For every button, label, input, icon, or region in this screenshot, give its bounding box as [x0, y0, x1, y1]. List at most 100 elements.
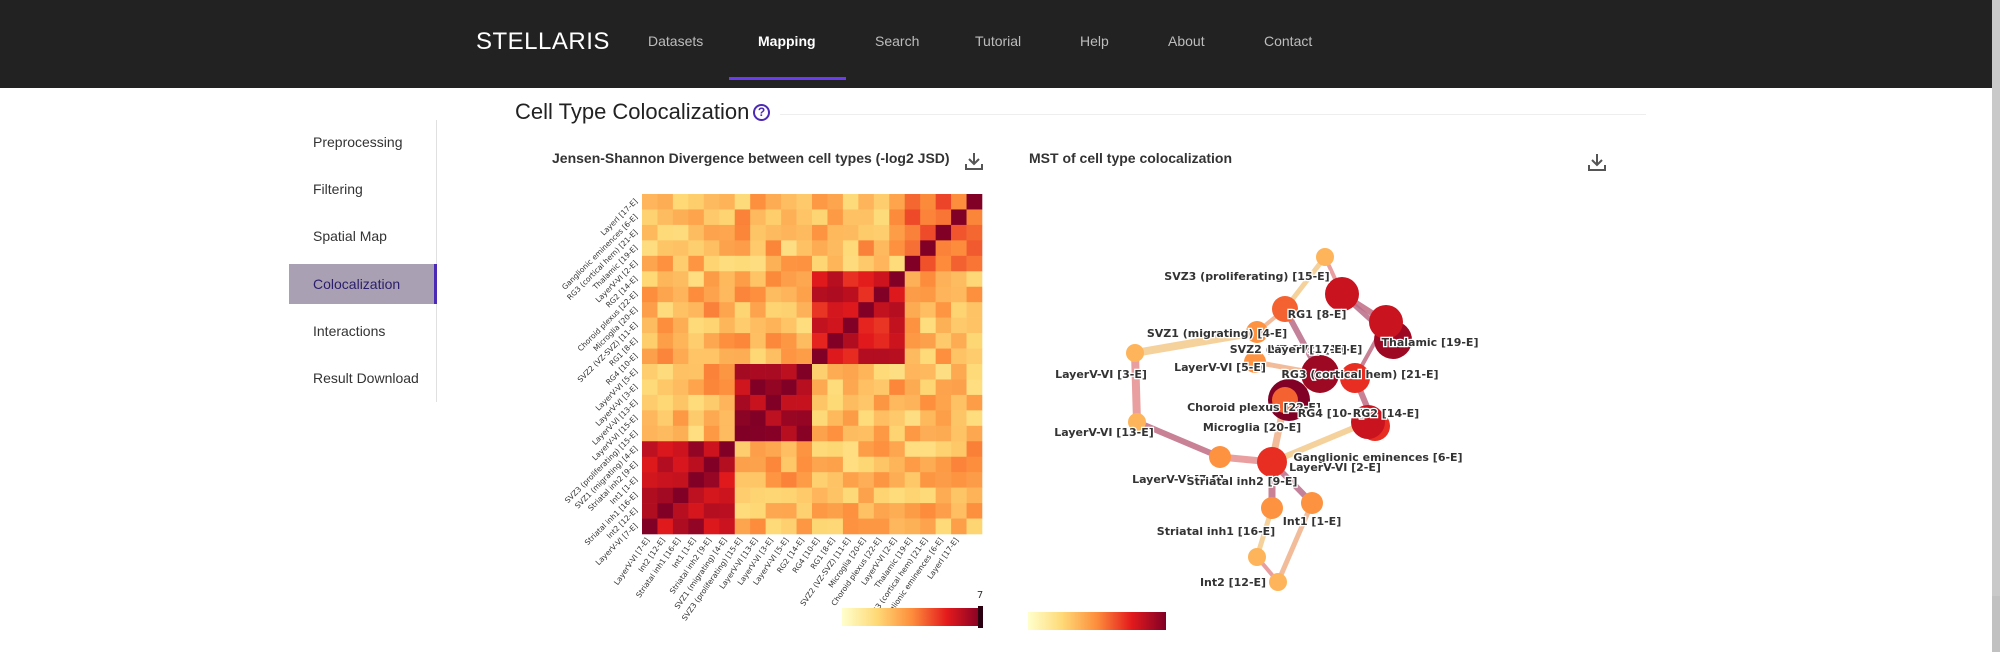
heatmap-cell[interactable] [920, 441, 936, 458]
heatmap-cell[interactable] [858, 302, 875, 318]
heatmap-cell[interactable] [796, 425, 813, 442]
heatmap-cell[interactable] [966, 333, 983, 349]
heatmap-cell[interactable] [719, 209, 736, 226]
heatmap-cell[interactable] [935, 286, 952, 303]
mst-node[interactable] [1257, 447, 1287, 477]
heatmap-cell[interactable] [719, 410, 736, 427]
heatmap-cell[interactable] [642, 487, 658, 504]
heatmap-cell[interactable] [858, 364, 875, 380]
heatmap-cell[interactable] [966, 317, 983, 334]
heatmap-cell[interactable] [657, 518, 674, 535]
heatmap-cell[interactable] [889, 194, 906, 210]
heatmap-cell[interactable] [734, 364, 751, 380]
heatmap-cell[interactable] [827, 503, 844, 519]
heatmap-cell[interactable] [951, 518, 967, 535]
nav-contact[interactable]: Contact [1264, 33, 1313, 49]
heatmap-cell[interactable] [920, 271, 936, 288]
mst-node[interactable] [1246, 321, 1268, 343]
heatmap-cell[interactable] [672, 194, 689, 210]
heatmap-cell[interactable] [765, 410, 782, 427]
heatmap-cell[interactable] [904, 472, 921, 488]
mst-node[interactable] [1248, 548, 1266, 566]
heatmap-cell[interactable] [703, 441, 720, 458]
page-scrollbar[interactable] [1992, 0, 2000, 652]
heatmap-cell[interactable] [688, 333, 705, 349]
mst-node[interactable] [1351, 405, 1385, 439]
heatmap-cell[interactable] [750, 286, 766, 303]
heatmap-cell[interactable] [935, 456, 952, 473]
heatmap-cell[interactable] [734, 271, 751, 288]
heatmap-cell[interactable] [642, 348, 658, 365]
heatmap-cell[interactable] [842, 456, 859, 473]
heatmap-cell[interactable] [642, 255, 658, 272]
heatmap-cell[interactable] [657, 302, 674, 318]
heatmap-cell[interactable] [734, 441, 751, 458]
heatmap-cell[interactable] [642, 364, 658, 380]
heatmap-cell[interactable] [734, 348, 751, 365]
heatmap-cell[interactable] [657, 379, 674, 396]
heatmap-cell[interactable] [765, 240, 782, 257]
heatmap-cell[interactable] [951, 302, 967, 318]
heatmap-cell[interactable] [688, 240, 705, 257]
heatmap-cell[interactable] [750, 425, 766, 442]
heatmap-cell[interactable] [904, 194, 921, 210]
heatmap-cell[interactable] [672, 503, 689, 519]
heatmap-cell[interactable] [734, 255, 751, 272]
heatmap-cell[interactable] [750, 456, 766, 473]
heatmap-cell[interactable] [781, 441, 797, 458]
heatmap-cell[interactable] [951, 441, 967, 458]
nav-tutorial[interactable]: Tutorial [975, 33, 1022, 49]
heatmap-cell[interactable] [781, 224, 797, 241]
heatmap-cell[interactable] [703, 194, 720, 210]
heatmap-cell[interactable] [812, 410, 828, 427]
mst-node[interactable] [1244, 351, 1266, 373]
heatmap-cell[interactable] [672, 209, 689, 226]
heatmap-cell[interactable] [642, 456, 658, 473]
heatmap-cell[interactable] [889, 456, 906, 473]
heatmap-cell[interactable] [781, 394, 797, 411]
heatmap-cell[interactable] [827, 441, 844, 458]
heatmap-cell[interactable] [889, 224, 906, 241]
heatmap-cell[interactable] [858, 472, 875, 488]
heatmap-cell[interactable] [827, 255, 844, 272]
heatmap-cell[interactable] [703, 255, 720, 272]
heatmap-cell[interactable] [781, 317, 797, 334]
heatmap-cell[interactable] [935, 317, 952, 334]
mst-node[interactable] [1369, 305, 1403, 339]
heatmap-cell[interactable] [935, 410, 952, 427]
heatmap-cell[interactable] [920, 286, 936, 303]
heatmap-cell[interactable] [920, 255, 936, 272]
heatmap-cell[interactable] [966, 302, 983, 318]
heatmap-cell[interactable] [642, 194, 658, 210]
heatmap-cell[interactable] [734, 503, 751, 519]
heatmap-cell[interactable] [889, 348, 906, 365]
heatmap-cell[interactable] [842, 487, 859, 504]
heatmap-cell[interactable] [657, 394, 674, 411]
heatmap-cell[interactable] [765, 333, 782, 349]
sidebar-item-preprocessing[interactable]: Preprocessing [313, 134, 403, 150]
heatmap-cell[interactable] [703, 224, 720, 241]
heatmap-cell[interactable] [657, 487, 674, 504]
heatmap-cell[interactable] [873, 394, 890, 411]
heatmap-cell[interactable] [672, 410, 689, 427]
heatmap-cell[interactable] [951, 348, 967, 365]
heatmap-cell[interactable] [858, 518, 875, 535]
heatmap-cell[interactable] [827, 472, 844, 488]
heatmap-cell[interactable] [719, 364, 736, 380]
heatmap-cell[interactable] [734, 425, 751, 442]
heatmap-cell[interactable] [842, 240, 859, 257]
heatmap-cell[interactable] [781, 410, 797, 427]
heatmap-cell[interactable] [642, 240, 658, 257]
heatmap-cell[interactable] [719, 286, 736, 303]
heatmap-cell[interactable] [951, 487, 967, 504]
heatmap-cell[interactable] [657, 209, 674, 226]
heatmap-cell[interactable] [920, 379, 936, 396]
nav-search[interactable]: Search [875, 33, 920, 49]
heatmap-cell[interactable] [688, 317, 705, 334]
heatmap-cell[interactable] [688, 255, 705, 272]
heatmap-cell[interactable] [951, 317, 967, 334]
heatmap-cell[interactable] [688, 224, 705, 241]
heatmap-cell[interactable] [889, 441, 906, 458]
heatmap-cell[interactable] [935, 364, 952, 380]
heatmap-cell[interactable] [951, 394, 967, 411]
